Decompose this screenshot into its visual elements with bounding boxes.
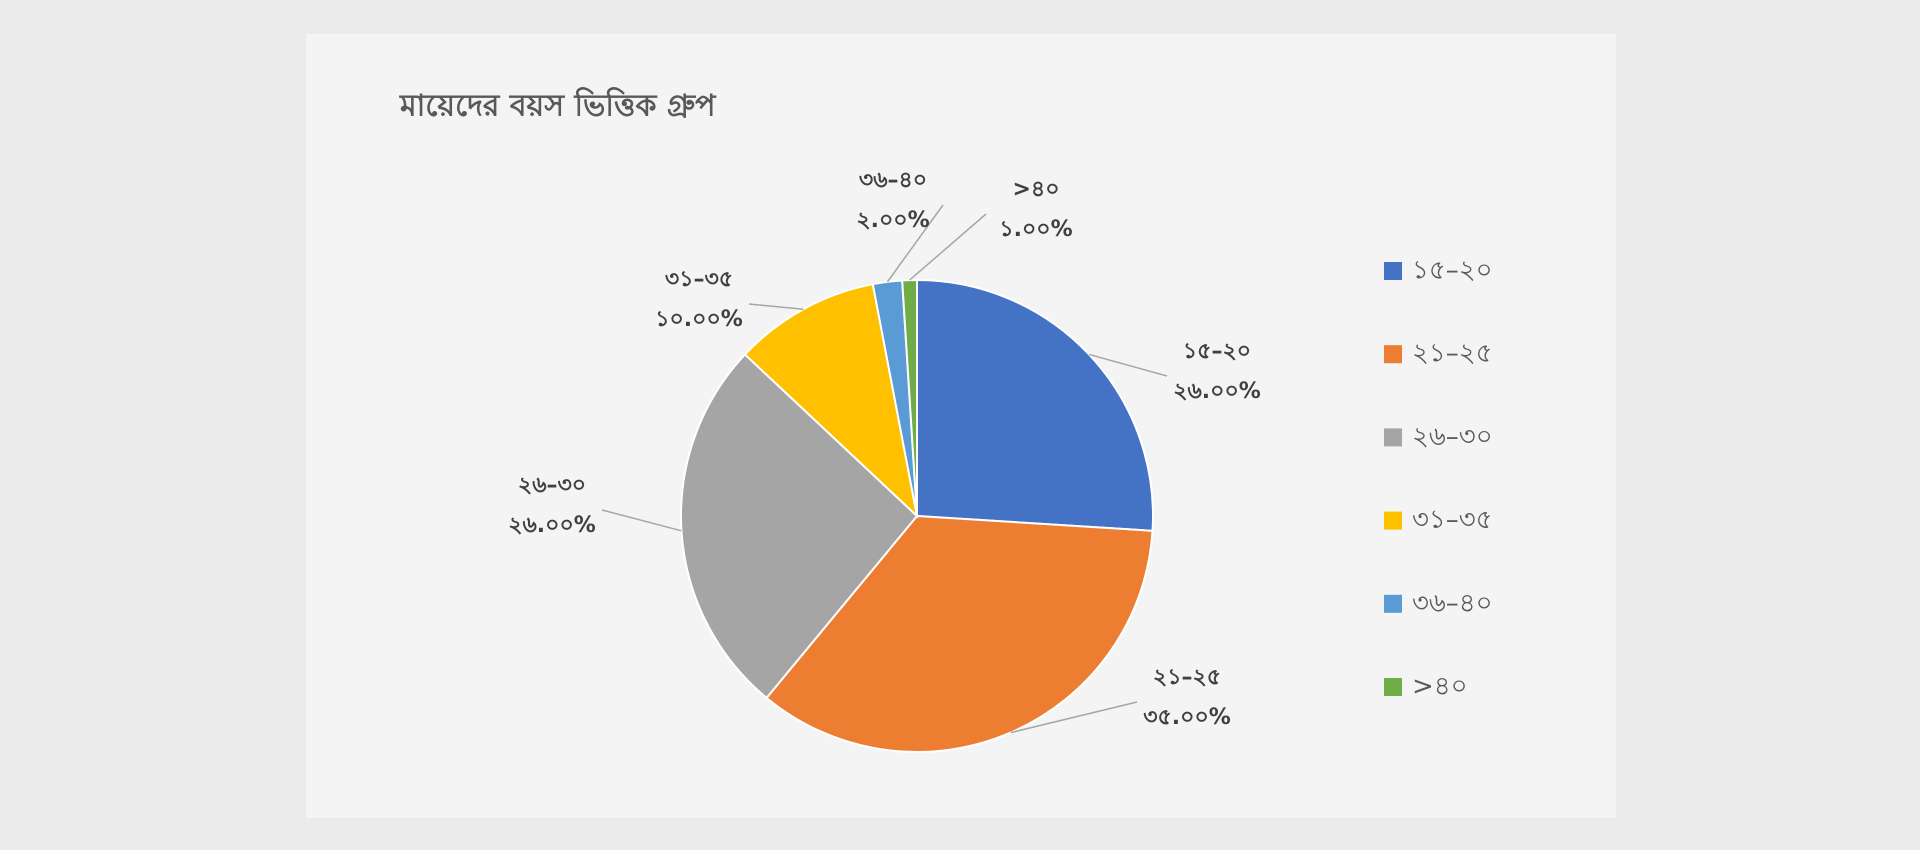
leader-line: [601, 509, 682, 532]
data-label-category: ২৬–৩০: [518, 473, 586, 498]
data-label: ২৬.০০%: [508, 513, 596, 538]
legend-label: ৩৬–৪০: [1412, 588, 1493, 618]
data-label-category: ১৫–২০: [1183, 339, 1251, 364]
data-label: ১.০০%: [999, 217, 1072, 242]
pie-slice: [901, 278, 918, 517]
chart-title: মায়েদের বয়স ভিত্তিক গ্রুপ: [399, 87, 717, 124]
legend-swatch: [1384, 678, 1402, 696]
data-label: ১০.০০%: [655, 307, 743, 332]
data-label-category: >৪০: [1012, 177, 1059, 202]
legend-swatch: [1384, 511, 1402, 530]
data-label-category: ৩৬–৪০: [859, 168, 927, 193]
legend-swatch: [1384, 428, 1402, 447]
legend-label: ৩১–৩৫: [1412, 505, 1493, 535]
legend-swatch: [1384, 594, 1402, 613]
pie-slice: [765, 514, 1154, 753]
data-label: ৩৫.০০%: [1143, 705, 1231, 730]
pie-slice: [680, 353, 919, 700]
legend-label: ১৫–২০: [1412, 256, 1493, 286]
data-label: ২৬.০০%: [1173, 379, 1261, 404]
legend-label: ২১–২৫: [1412, 339, 1493, 369]
leader-line: [909, 213, 987, 281]
leader-line: [886, 204, 944, 283]
legend-label: ২৬–৩০: [1412, 422, 1493, 452]
leader-line: [1010, 701, 1138, 734]
legend-swatch: [1384, 345, 1402, 364]
pie-slice: [916, 278, 1154, 532]
data-label: ২.০০%: [856, 208, 929, 233]
legend-label: >৪০: [1412, 672, 1468, 702]
data-label-category: ২১–২৫: [1153, 665, 1221, 690]
leader-line: [1088, 353, 1168, 377]
data-label-category: ৩১–৩৫: [665, 267, 733, 292]
legend-swatch: [1384, 262, 1402, 280]
leader-line: [748, 303, 804, 310]
